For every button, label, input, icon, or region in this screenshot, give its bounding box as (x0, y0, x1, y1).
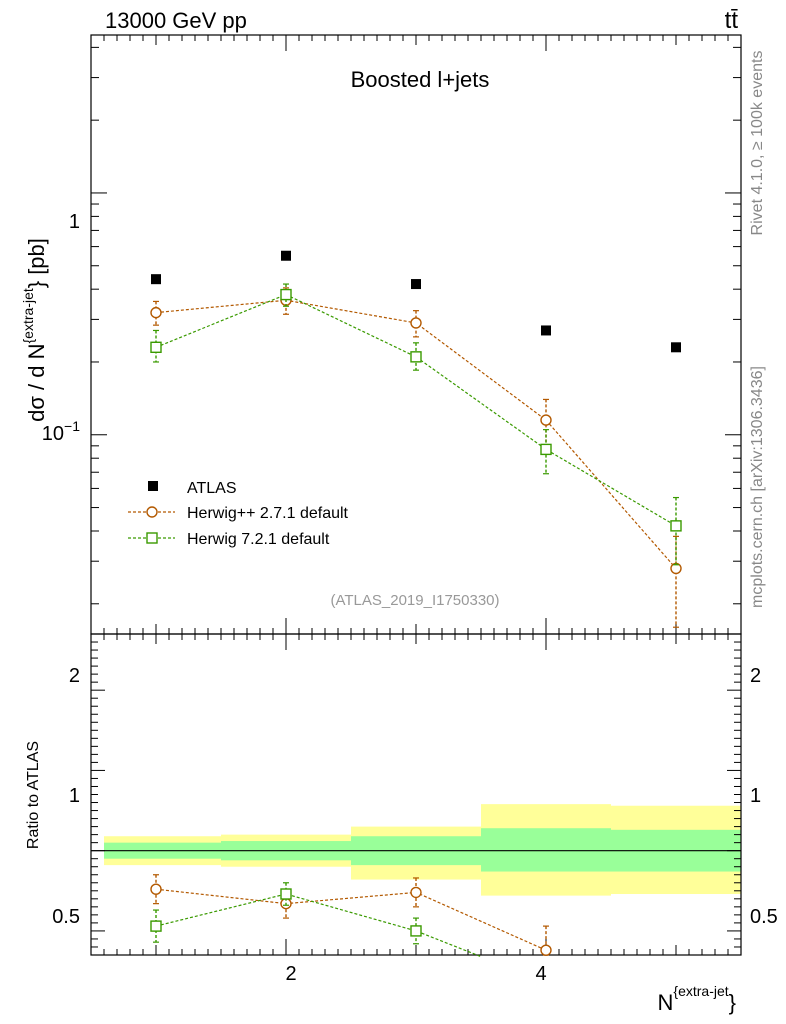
energy-label: 13000 GeV pp (105, 8, 247, 33)
main-ylabel-tail: } [pb] (24, 238, 49, 288)
main-ytick-label-0.1: 10−1 (42, 418, 80, 445)
main-data-point (540, 414, 552, 426)
main-series-line (155, 299, 677, 569)
main-data-point (281, 250, 291, 261)
main-ylabel-main: dσ / d N (24, 344, 49, 422)
main-ylabel-sup: {extra-jet (20, 288, 36, 343)
main-ylabel: dσ / d N{extra-jet} [pb] (20, 238, 49, 422)
ratio-band-inner (481, 828, 611, 872)
main-data-point (280, 288, 292, 301)
main-ytick-label-1: 1 (69, 211, 80, 233)
main-axis-ticks (91, 35, 741, 634)
ratio-ylabel: Ratio to ATLAS (25, 741, 42, 849)
main-data-points (150, 250, 682, 628)
legend-marker-atlas (148, 481, 158, 491)
xlabel-tail: } (729, 990, 736, 1015)
xlabel-main: N (658, 990, 674, 1015)
main-data-point (410, 317, 422, 329)
main-data-point (671, 342, 681, 353)
ratio-ytick-label-1-left: 1 (69, 785, 80, 807)
ratio-data-points (150, 874, 552, 958)
analysis-annotation: (ATLAS_2019_I1750330) (330, 592, 499, 609)
xtick-label-2: 2 (285, 963, 296, 985)
main-ytick-exp: −1 (64, 418, 80, 434)
legend: ATLAS Herwig++ 2.7.1 default Herwig 7.2.… (128, 480, 349, 548)
ratio-data-point (280, 888, 292, 900)
ratio-series-line (155, 893, 482, 958)
legend-marker-herwig7 (146, 532, 158, 544)
legend-label-atlas: ATLAS (187, 480, 237, 497)
ratio-data-point (150, 883, 162, 895)
ratio-series-line (155, 888, 547, 951)
legend-label-herwig7: Herwig 7.2.1 default (187, 531, 330, 548)
ratio-ytick-label-0.5-right: 0.5 (750, 906, 778, 928)
ratio-ytick-label-2-left: 2 (69, 665, 80, 687)
ratio-ytick-label-0.5-left: 0.5 (52, 906, 80, 928)
main-ytick-base: 10 (42, 423, 64, 445)
legend-marker-herwigpp (146, 506, 158, 518)
main-data-point (540, 443, 552, 456)
rivet-label: Rivet 4.1.0, ≥ 100k events (749, 51, 766, 236)
ratio-data-point (540, 944, 552, 956)
ratio-ytick-label-2-right: 2 (750, 665, 761, 687)
ratio-data-point (410, 925, 422, 937)
ratio-data-point (410, 886, 422, 899)
main-data-point (541, 325, 551, 336)
xtick-label-4: 4 (535, 963, 546, 985)
legend-label-herwigpp: Herwig++ 2.7.1 default (187, 505, 349, 522)
main-data-point (150, 306, 162, 319)
main-data-point (670, 520, 682, 532)
ratio-uncertainty-bands (91, 804, 741, 896)
ratio-data-point (150, 920, 162, 932)
xlabel: N{extra-jet} (658, 983, 737, 1015)
process-label: tt̄ (725, 7, 739, 34)
xlabel-sup: {extra-jet (673, 983, 728, 999)
main-data-point (150, 341, 162, 353)
chart-title: Boosted l+jets (351, 67, 490, 92)
mcplots-label: mcplots.cern.ch [arXiv:1306.3436] (749, 366, 766, 608)
main-data-point (151, 274, 161, 285)
main-data-point (410, 351, 422, 363)
ratio-ytick-label-1-right: 1 (750, 785, 761, 807)
main-data-point (411, 279, 421, 290)
